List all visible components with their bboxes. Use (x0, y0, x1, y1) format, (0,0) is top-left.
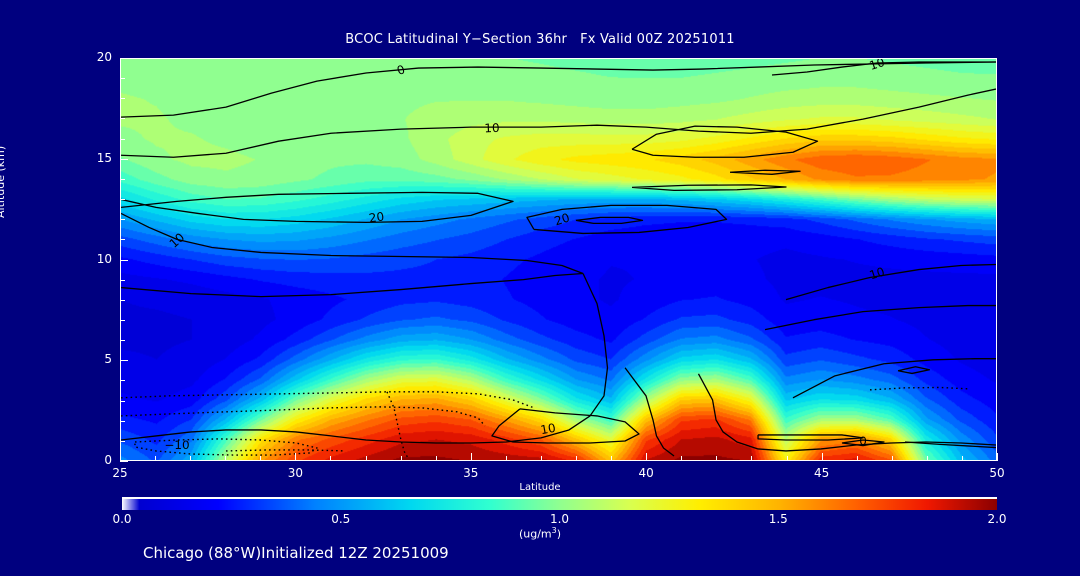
colorbar-units: (ug/m3) (518, 526, 562, 541)
colorbar (122, 497, 997, 510)
y-tick-minor (120, 400, 125, 402)
x-tick-label: 45 (813, 466, 830, 480)
x-tick-mark (190, 456, 192, 461)
x-tick-mark (716, 456, 718, 461)
x-tick-mark (611, 456, 613, 461)
y-tick-mark (120, 461, 128, 462)
y-tick-minor (120, 98, 125, 100)
colorbar-gradient (122, 499, 997, 510)
x-tick-label: 25 (112, 466, 128, 480)
x-tick-mark (856, 456, 858, 461)
colorbar-tick-label: 2.0 (987, 512, 1007, 526)
x-tick-mark (786, 456, 788, 461)
plot-area: 20 20 10 0 10 10 10 10 0 −10 (120, 58, 997, 461)
x-tick-mark (120, 453, 121, 461)
x-tick-mark (681, 456, 683, 461)
x-tick-label: 50 (989, 466, 1005, 480)
y-tick-minor (120, 299, 125, 301)
colorbar-units-text: (ug/m (518, 527, 552, 541)
x-tick-mark (646, 453, 648, 461)
y-tick-minor (120, 440, 125, 442)
x-tick-mark (155, 456, 157, 461)
x-tick-mark (330, 456, 332, 461)
chart-title: BCOC Latitudinal Y−Section 36hr Fx Valid… (345, 32, 735, 47)
colorbar-tick-label: 1.0 (549, 512, 570, 526)
x-tick-mark (891, 456, 893, 461)
y-tick-label: 0 (104, 453, 112, 467)
x-tick-mark (470, 453, 472, 461)
x-tick-mark (751, 456, 753, 461)
x-tick-mark (997, 453, 998, 461)
y-tick-minor (120, 118, 125, 120)
x-tick-mark (821, 453, 823, 461)
x-axis-label: Latitude (519, 482, 561, 493)
y-tick-label: 5 (104, 352, 112, 367)
y-axis-label: Altitude (km) (0, 145, 7, 218)
x-tick-label: 40 (638, 466, 654, 480)
y-tick-label: 20 (96, 50, 112, 64)
y-tick-minor (120, 380, 125, 382)
y-tick-minor (120, 78, 125, 80)
x-tick-label: 30 (287, 466, 304, 480)
x-tick-mark (365, 456, 367, 461)
x-tick-label: 35 (463, 466, 479, 480)
y-tick-mark (120, 58, 128, 59)
chart-footer: Chicago (88°W)Initialized 12Z 20251009 (143, 544, 449, 562)
x-tick-mark (540, 456, 542, 461)
y-tick-minor (120, 219, 125, 221)
y-tick-minor (120, 420, 125, 422)
heatmap-field (121, 59, 996, 460)
y-tick-minor (120, 340, 125, 342)
y-tick-mark (120, 360, 128, 362)
colorbar-units-exponent: 3 (551, 526, 557, 535)
y-tick-label: 10 (96, 251, 112, 266)
x-tick-mark (926, 456, 928, 461)
x-tick-mark (260, 456, 262, 461)
colorbar-tick-label: 0.0 (112, 512, 132, 526)
y-tick-minor (120, 199, 125, 201)
x-tick-mark (435, 456, 437, 461)
y-tick-minor (120, 239, 125, 241)
y-tick-mark (120, 259, 128, 261)
x-tick-mark (505, 456, 507, 461)
x-tick-mark (225, 456, 227, 461)
y-tick-minor (120, 319, 125, 321)
y-tick-minor (120, 279, 125, 281)
x-tick-mark (576, 456, 578, 461)
colorbar-tick-label: 1.5 (768, 512, 788, 526)
x-tick-mark (961, 456, 963, 461)
y-tick-label: 15 (96, 150, 112, 165)
x-tick-mark (400, 456, 402, 461)
y-tick-minor (120, 138, 125, 140)
y-tick-minor (120, 178, 125, 180)
colorbar-tick-label: 0.5 (331, 512, 351, 526)
y-tick-mark (120, 158, 128, 160)
x-tick-mark (295, 453, 297, 461)
